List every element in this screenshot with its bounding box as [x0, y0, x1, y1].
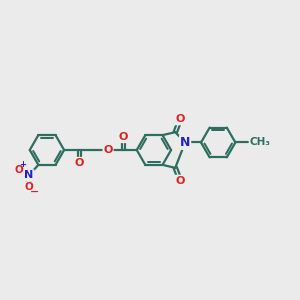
Text: O: O — [118, 132, 128, 142]
Text: O: O — [25, 182, 33, 192]
Text: O: O — [103, 145, 113, 155]
Text: O: O — [14, 165, 23, 175]
Text: −: − — [30, 186, 39, 197]
Text: O: O — [176, 114, 185, 124]
Text: N: N — [24, 170, 34, 180]
Text: O: O — [176, 176, 185, 186]
Text: O: O — [75, 158, 84, 168]
Text: +: + — [19, 160, 26, 169]
Text: CH₃: CH₃ — [249, 137, 270, 148]
Text: N: N — [180, 136, 190, 149]
